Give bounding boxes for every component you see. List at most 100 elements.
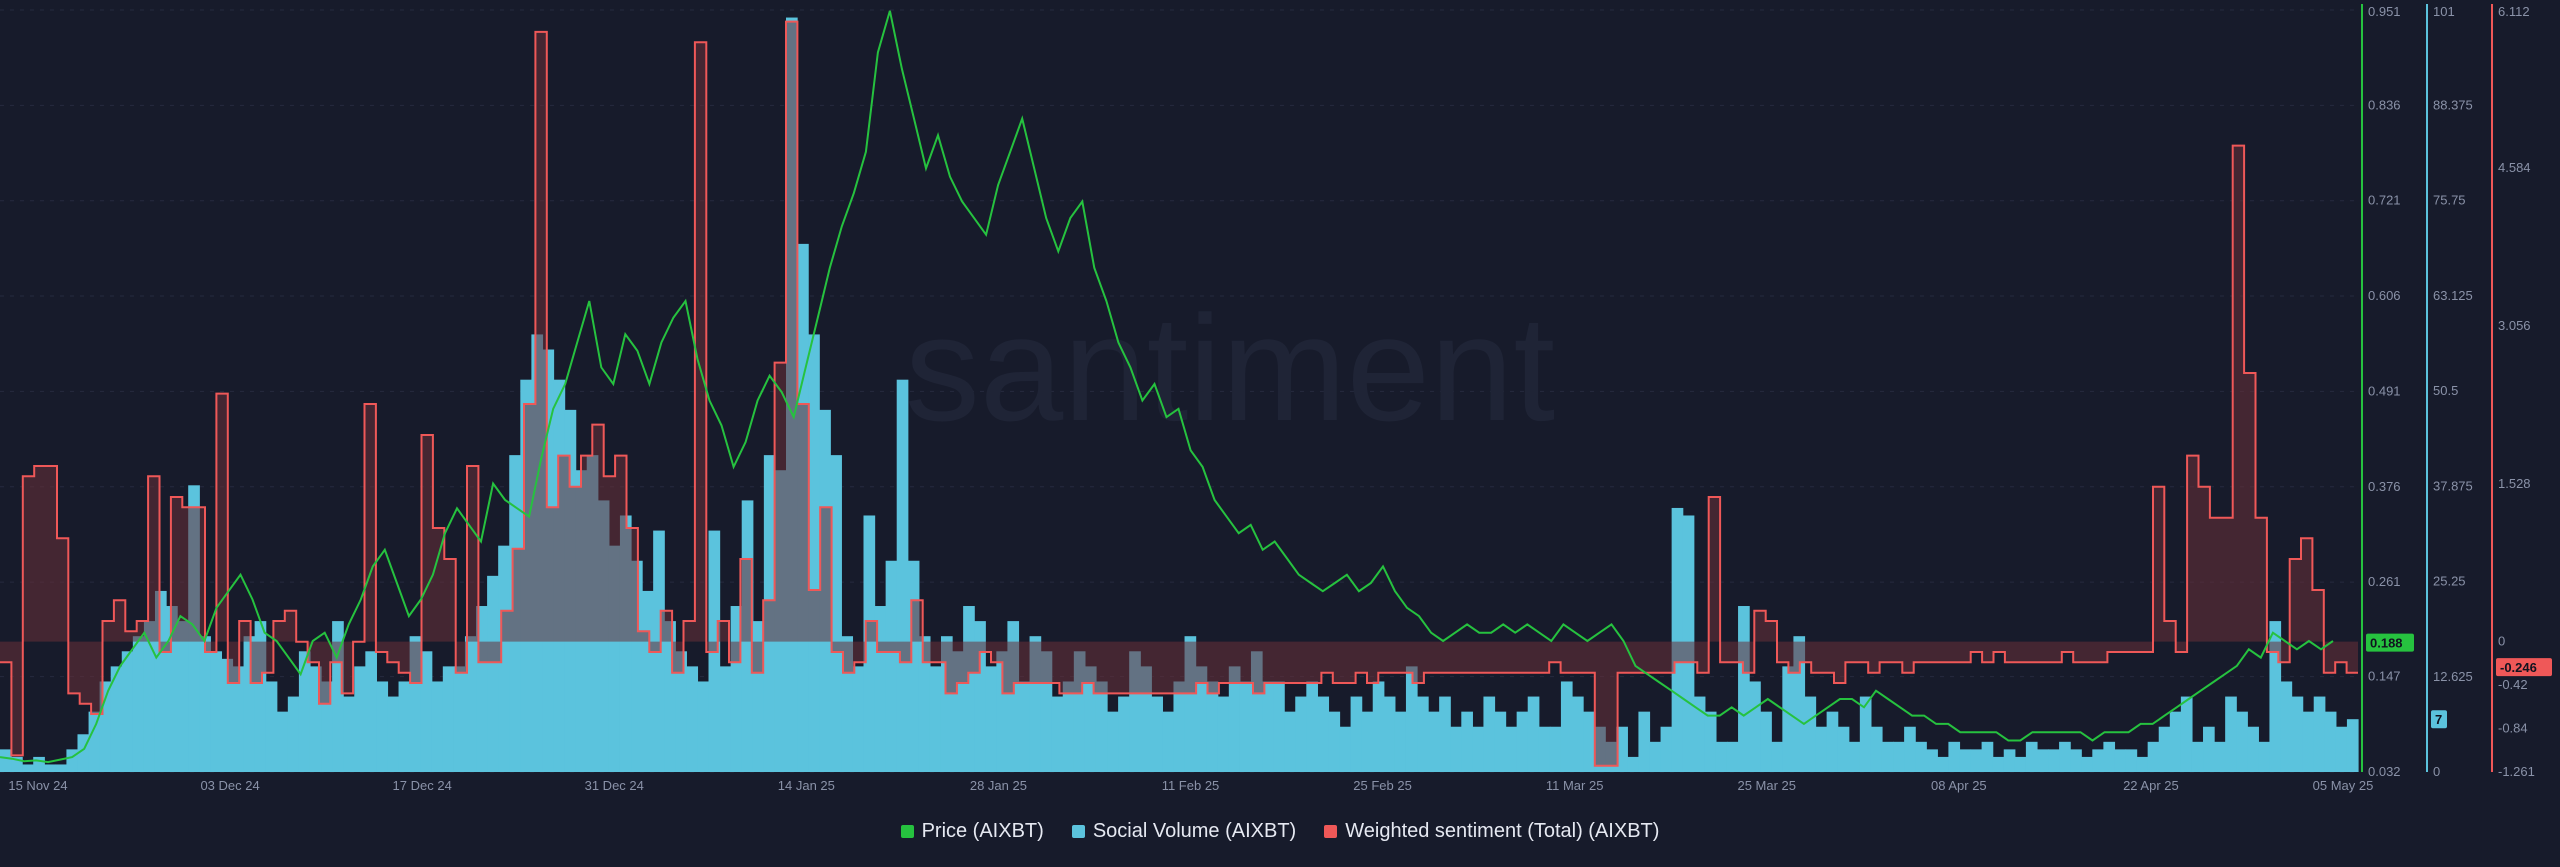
social-volume-bar [1893,741,1905,772]
social-volume-bar [1549,726,1562,772]
axes: 0.951 0.836 0.721 0.606 0.491 0.376 0.261 0.147… [2361,4,2552,779]
social-volume-bar [2136,756,2149,772]
sentiment-current-value: -0.246 [2500,660,2537,675]
x-tick-label: 11 Mar 25 [1546,778,1604,793]
social-volume-bar [1417,696,1429,772]
social-volume-bar [55,764,68,772]
social-volume-bar [2059,741,2071,772]
social-volume-bar [77,734,90,772]
social-volume-bar [1328,711,1341,772]
social-volume-bar [830,455,842,772]
social-volume-bar [132,636,145,772]
social-volume-bar [2247,726,2259,772]
social-volume-bar [1937,756,1949,772]
social-volume-bar [2180,696,2193,772]
social-volume-bar [664,621,676,772]
legend-item-price[interactable]: Price (AIXBT) [900,820,1044,843]
social-volume-bar [907,560,920,772]
social-volume-bar [1461,711,1473,772]
sentiment-tick-label: -1.261 [2498,764,2535,779]
social-volume-bar [852,666,865,772]
sentiment-tick-label: -0.42 [2498,677,2528,692]
price-tick-label: 0.147 [2368,669,2401,684]
sentiment-area [0,21,2358,766]
x-tick-label: 25 Feb 25 [1353,778,1412,793]
social-volume-bar [1638,711,1651,772]
social-volume-bar [2214,741,2226,772]
sentiment-line [0,20,2358,767]
sentiment-tick-label: 1.528 [2498,476,2531,491]
legend-label-social-volume: Social Volume (AIXBT) [1092,820,1297,842]
sentiment-tick-label: 0 [2498,634,2505,649]
social-volume-bar [1804,696,1817,772]
social-volume-bar [1162,711,1175,772]
legend-label-sentiment: Weighted sentiment (Total) (AIXBT) [1345,820,1660,842]
social-volume-bar [2014,756,2027,772]
price-current-value: 0.188 [2370,636,2403,651]
social-volume-bar [2125,749,2138,772]
social-volume-bar [1627,756,1640,772]
social-volume-bar [309,666,322,772]
sentiment-swatch [1324,825,1338,838]
social-volume-bar [464,636,477,772]
social-volume-bar [863,515,876,772]
social-volume-bar [918,636,931,772]
x-tick-label: 15 Nov 24 [8,778,67,793]
social-volume-bar [1095,681,1108,772]
price-tick-label: 0.491 [2368,383,2401,398]
social-volume-bar [1726,741,1739,772]
social-volume-bar [1173,681,1186,772]
social-volume-bar [2302,711,2315,772]
social-volume-bar [88,711,101,772]
social-volume-bar [2147,741,2160,772]
social-volume-bar [1140,666,1152,772]
social-volume-bar [1306,681,1318,772]
social-volume-bar [1992,756,2005,772]
legend-item-social-volume[interactable]: Social Volume (AIXBT) [1071,820,1297,843]
social-volume-bar [1859,696,1872,772]
social-volume-bar [2070,749,2082,772]
social-volume-bar [487,575,499,772]
social-volume-bar [2158,726,2171,772]
social-volume-bar [752,621,765,772]
x-tick-label: 31 Dec 24 [585,778,644,793]
social-volume-bar [232,666,245,772]
social-volume-bar [1704,711,1717,772]
social-volume-bar [298,651,311,772]
social-volume-bar [1217,696,1230,772]
social-volume-bar [1405,666,1418,772]
social-volume-tick-label: 50.5 [2433,383,2458,398]
social-volume-current-value: 7 [2435,712,2442,727]
social-volume-bar [2191,741,2204,772]
social-volume-bar [0,749,12,772]
social-volume-bar [1428,711,1440,772]
social-volume-bar [2258,741,2271,772]
social-volume-bar [1073,651,1086,772]
social-volume-bar [2324,711,2337,772]
social-volume-bar [33,756,45,772]
social-volume-bar [44,764,56,772]
sentiment-tick-label: -0.84 [2498,720,2528,735]
social-volume-bar [110,666,123,772]
social-volume-bar [1228,666,1241,772]
social-volume-bar [1671,507,1684,772]
price-line [0,10,2334,764]
social-volume-swatch [1071,825,1085,838]
social-volume-bar [808,334,820,772]
social-volume-tick-label: 25.25 [2433,574,2466,589]
social-volume-bar [2291,696,2304,772]
price-tick-label: 0.032 [2368,764,2401,779]
price-tick-label: 0.261 [2368,574,2401,589]
social-volume-bar [2335,726,2348,772]
legend-item-sentiment[interactable]: Weighted sentiment (Total) (AIXBT) [1324,820,1659,843]
social-volume-bar [431,681,444,772]
social-volume-bar [1007,621,1020,772]
social-volume-bar [1439,696,1451,772]
watermark: santiment [905,284,1555,452]
social-volume-bar [2225,696,2237,772]
social-volume-bar [442,666,455,772]
social-volume-bar [409,636,422,772]
social-volume-bar [343,696,355,772]
social-volume-bar [1516,711,1529,772]
